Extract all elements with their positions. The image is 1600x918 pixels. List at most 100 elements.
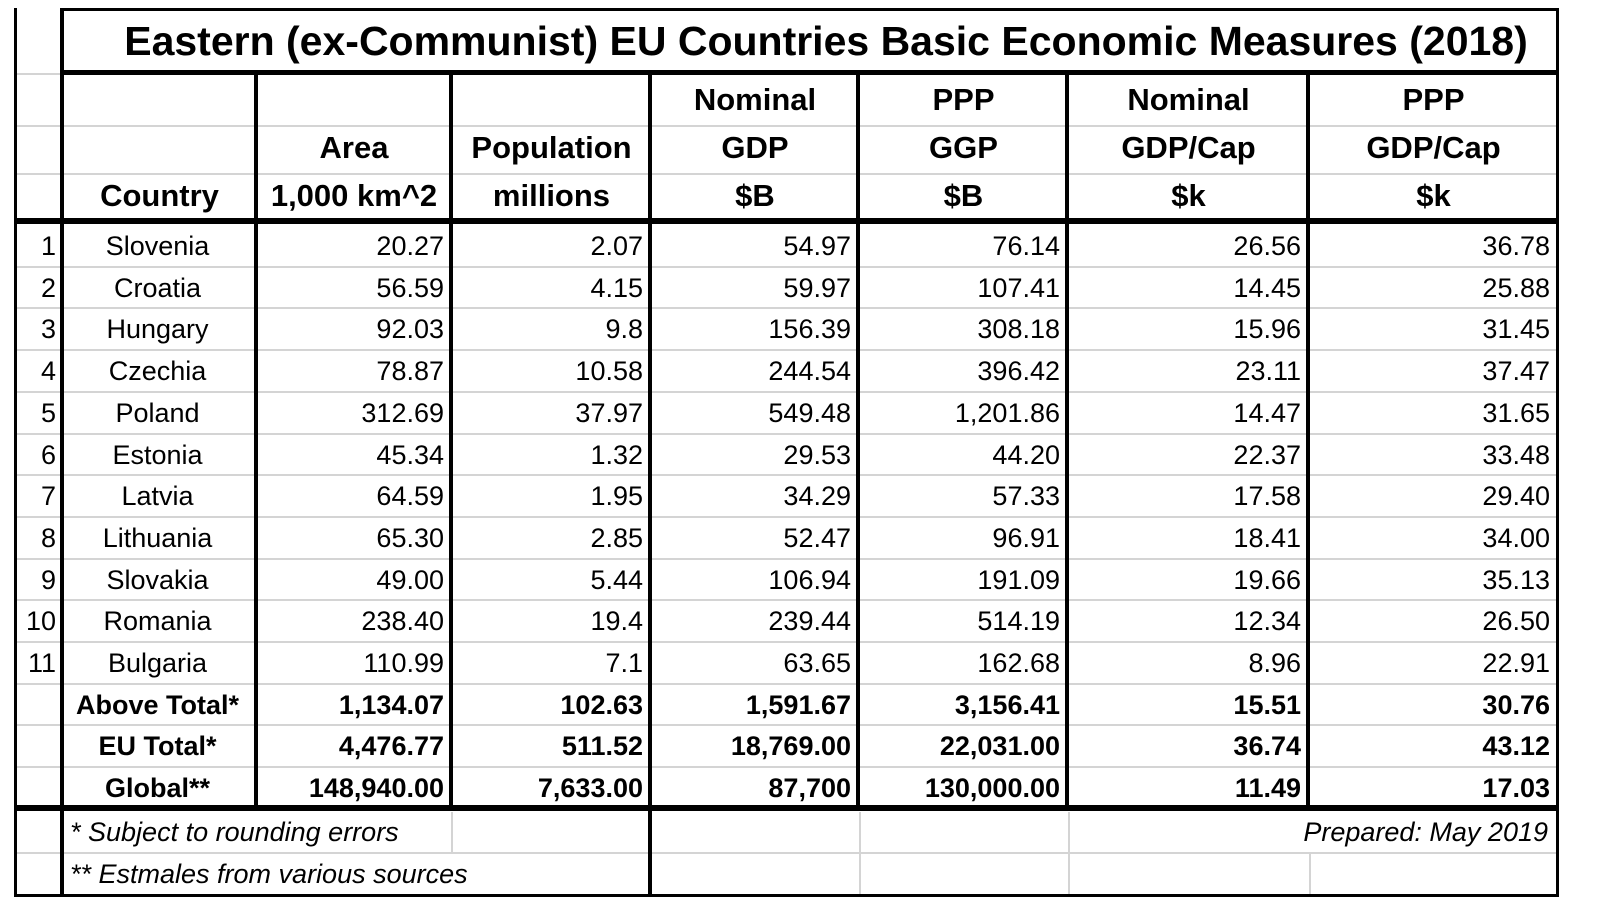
cell-country: Poland bbox=[115, 398, 200, 428]
cell-country: Hungary bbox=[106, 314, 209, 344]
row-number: 11 bbox=[27, 648, 56, 678]
column-header-area bbox=[258, 76, 450, 124]
total-cell-nom_cap: 15.51 bbox=[1233, 690, 1301, 720]
cell-area: 238.40 bbox=[361, 606, 444, 636]
cell-ppp_cap: 22.91 bbox=[1482, 648, 1550, 678]
gridline bbox=[16, 516, 1558, 518]
cell-population: 5.44 bbox=[590, 565, 643, 595]
gridline bbox=[16, 125, 63, 127]
column-header-country bbox=[65, 124, 254, 172]
column-header-ppp_cap: $k bbox=[1416, 178, 1451, 213]
cell-nom_gdp: 29.53 bbox=[783, 440, 851, 470]
cell-nom_gdp: 34.29 bbox=[783, 481, 851, 511]
gridline bbox=[16, 349, 1558, 351]
column-header-population: millions bbox=[492, 178, 611, 213]
cell-country: Romania bbox=[103, 606, 212, 636]
total-cell-population: 102.63 bbox=[560, 690, 643, 720]
gridline bbox=[16, 433, 1558, 435]
cell-area: 49.00 bbox=[376, 565, 444, 595]
column-header-population: Population bbox=[471, 130, 632, 165]
total-cell-ppp_cap: 17.03 bbox=[1482, 773, 1550, 803]
column-header-nom_cap: Nominal bbox=[1127, 82, 1250, 117]
column-header-country bbox=[65, 76, 254, 124]
cell-country: Latvia bbox=[121, 481, 194, 511]
cell-population: 9.8 bbox=[605, 314, 643, 344]
cell-ppp_ggp: 191.09 bbox=[977, 565, 1060, 595]
cell-population: 7.1 bbox=[605, 648, 643, 678]
border-line bbox=[856, 75, 860, 806]
cell-population: 4.15 bbox=[590, 273, 643, 303]
cell-nom_cap: 14.45 bbox=[1233, 273, 1301, 303]
cell-ppp_ggp: 57.33 bbox=[992, 481, 1060, 511]
cell-population: 2.85 bbox=[590, 523, 643, 553]
row-number: 3 bbox=[40, 314, 56, 344]
border-line bbox=[648, 811, 652, 895]
gridline bbox=[16, 307, 1558, 309]
note-rounding: * Subject to rounding errors bbox=[70, 817, 399, 847]
note-prepared: Prepared: May 2019 bbox=[1303, 817, 1548, 847]
cell-population: 2.07 bbox=[590, 231, 643, 261]
gridline bbox=[16, 558, 1558, 560]
border-line bbox=[60, 70, 1559, 75]
cell-country: Bulgaria bbox=[107, 648, 208, 678]
column-header-population bbox=[454, 76, 649, 124]
cell-nom_cap: 15.96 bbox=[1233, 314, 1301, 344]
gridline bbox=[16, 173, 63, 175]
cell-country: Czechia bbox=[108, 356, 207, 386]
cell-country: Slovenia bbox=[105, 231, 210, 261]
cell-nom_cap: 23.11 bbox=[1235, 356, 1301, 386]
total-cell-area: 1,134.07 bbox=[338, 690, 444, 720]
cell-population: 19.4 bbox=[590, 606, 643, 636]
cell-ppp_cap: 33.48 bbox=[1482, 440, 1550, 470]
column-header-nom_cap: GDP/Cap bbox=[1121, 130, 1256, 165]
gridline bbox=[651, 852, 1558, 854]
total-cell-ppp_ggp: 22,031.00 bbox=[939, 731, 1060, 761]
gridline bbox=[16, 599, 1558, 601]
gridline bbox=[63, 173, 1558, 175]
border-line bbox=[1065, 75, 1069, 806]
total-cell-area: 4,476.77 bbox=[338, 731, 444, 761]
border-line bbox=[1556, 8, 1559, 896]
column-header-nom_gdp: GDP bbox=[721, 130, 789, 165]
cell-nom_gdp: 244.54 bbox=[768, 356, 851, 386]
cell-nom_gdp: 239.44 bbox=[768, 606, 851, 636]
cell-country: Estonia bbox=[112, 440, 203, 470]
border-line bbox=[60, 8, 1559, 11]
cell-nom_gdp: 52.47 bbox=[783, 523, 851, 553]
row-number: 6 bbox=[40, 440, 56, 470]
gridline bbox=[16, 266, 1558, 268]
gridline bbox=[16, 641, 1558, 643]
cell-ppp_cap: 29.40 bbox=[1482, 481, 1550, 511]
cell-nom_gdp: 549.48 bbox=[768, 398, 851, 428]
cell-nom_cap: 18.41 bbox=[1233, 523, 1301, 553]
cell-ppp_cap: 26.50 bbox=[1482, 606, 1550, 636]
column-header-nom_cap: $k bbox=[1171, 178, 1206, 213]
cell-country: Slovakia bbox=[106, 565, 209, 595]
cell-nom_cap: 14.47 bbox=[1233, 398, 1301, 428]
row-number: 8 bbox=[40, 523, 56, 553]
cell-population: 1.32 bbox=[590, 440, 643, 470]
cell-area: 312.69 bbox=[361, 398, 444, 428]
column-header-country: Country bbox=[100, 178, 219, 213]
row-number: 5 bbox=[40, 398, 56, 428]
gridline bbox=[16, 391, 1558, 393]
gridline bbox=[1309, 854, 1311, 894]
gridline bbox=[16, 474, 1558, 476]
border-line bbox=[648, 75, 652, 806]
border-line bbox=[449, 75, 453, 806]
total-cell-nom_gdp: 18,769.00 bbox=[730, 731, 851, 761]
border-line bbox=[14, 218, 1559, 224]
total-cell-nom_gdp: 87,700 bbox=[768, 773, 851, 803]
cell-nom_gdp: 54.97 bbox=[783, 231, 851, 261]
column-header-ppp_ggp: $B bbox=[943, 178, 984, 213]
total-cell-population: 7,633.00 bbox=[537, 773, 643, 803]
total-cell-nom_cap: 11.49 bbox=[1234, 773, 1301, 803]
column-header-area: 1,000 km^2 bbox=[270, 178, 438, 213]
cell-ppp_ggp: 107.41 bbox=[977, 273, 1060, 303]
cell-population: 37.97 bbox=[575, 398, 643, 428]
cell-ppp_cap: 34.00 bbox=[1482, 523, 1550, 553]
cell-ppp_cap: 31.45 bbox=[1482, 314, 1550, 344]
cell-country: Croatia bbox=[113, 273, 202, 303]
cell-nom_gdp: 156.39 bbox=[768, 314, 851, 344]
cell-ppp_ggp: 76.14 bbox=[992, 231, 1060, 261]
